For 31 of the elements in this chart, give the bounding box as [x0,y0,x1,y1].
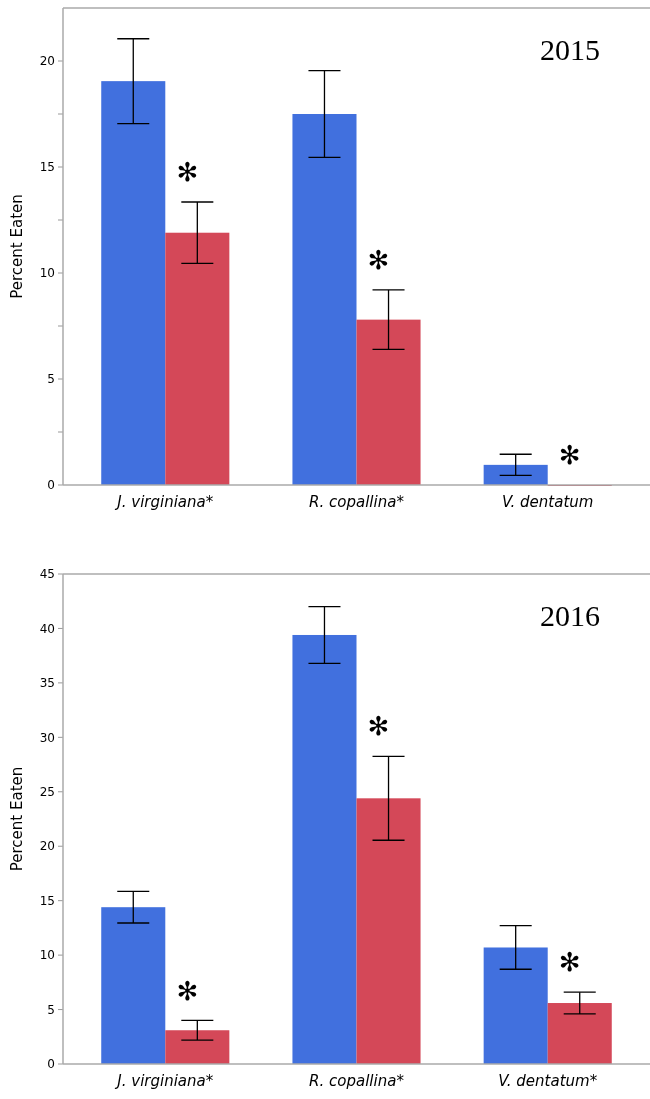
annotation: ✻ [558,947,581,978]
y-tick-label: 35 [39,676,55,691]
y-axis-title: Percent Eaten [8,194,26,299]
x-tick-label: R. copallina* [309,1072,405,1090]
y-tick-label: 5 [47,372,55,387]
y-tick-label: 15 [39,160,55,175]
text: 2015 [540,33,600,66]
y-tick-label: 10 [39,266,55,281]
y-tick-label: 30 [39,730,55,745]
annotation: ✻ [367,245,390,276]
y-tick-label: 20 [39,54,55,69]
text: 2016 [540,599,600,632]
y-tick-label: 10 [39,948,55,963]
y-tick-label: 20 [39,839,55,854]
x-tick-label: R. copallina* [309,493,405,511]
x-tick-label: J. virginiana* [114,493,214,511]
annotation: ✻ [558,440,581,471]
y-axis-title: Percent Eaten [8,766,26,872]
annotation: ✻ [367,711,390,742]
y-tick-label: 15 [39,893,55,908]
y-tick-label: 25 [39,784,55,799]
annotation: ✻ [176,975,199,1006]
x-tick-label: V. dentatum [502,493,594,511]
y-tick-label: 45 [39,567,55,582]
y-tick-label: 0 [47,1057,55,1072]
x-tick-label: V. dentatum* [498,1072,598,1090]
y-tick-label: 0 [47,478,55,493]
y-tick-label: 5 [47,1002,55,1017]
x-tick-label: J. virginiana* [114,1072,214,1090]
annotation: ✻ [176,157,199,188]
y-tick-label: 40 [39,621,55,636]
